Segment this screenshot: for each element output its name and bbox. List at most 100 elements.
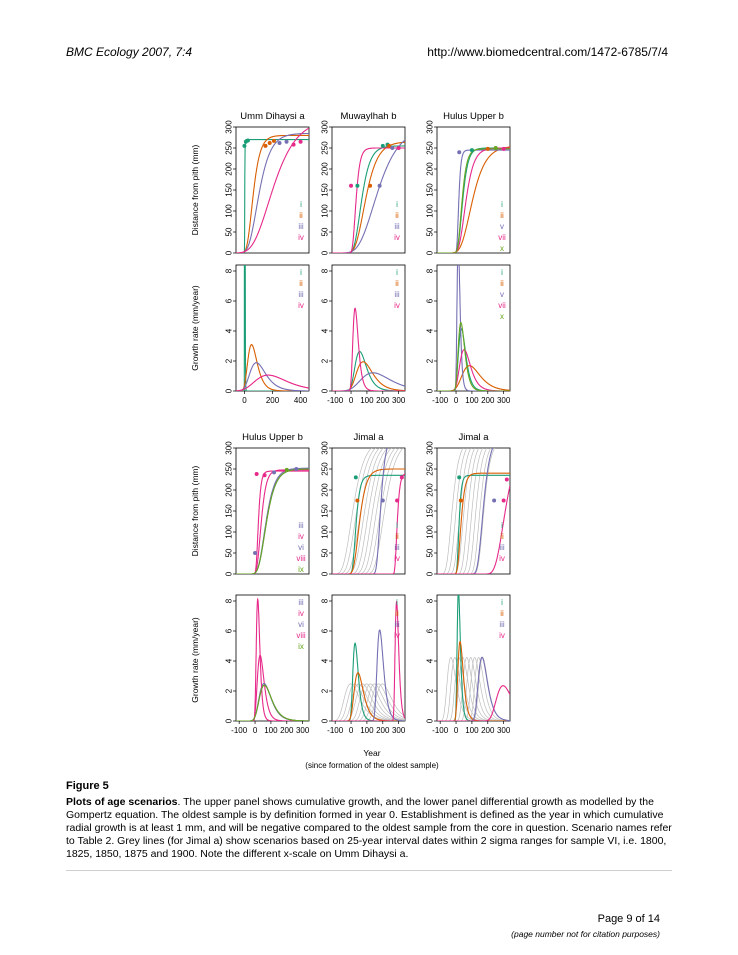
legend-iv: iv [394, 301, 400, 310]
series-i-line [332, 351, 405, 391]
y-tick-label: 250 [225, 141, 234, 155]
y-tick-label: 0 [225, 388, 234, 393]
x-tick-label: 200 [481, 726, 495, 735]
y-axis-label-rate: Growth rate (mm/year) [190, 285, 200, 371]
sample-point [457, 150, 462, 155]
series-iv-line [437, 685, 510, 721]
sample-point [277, 140, 282, 145]
y-tick-label: 200 [321, 162, 330, 176]
x-tick-label: 0 [349, 726, 354, 735]
sample-point [368, 183, 373, 188]
plot-area [236, 127, 309, 253]
sample-point [501, 146, 506, 151]
legend-vii: vii [498, 233, 506, 242]
series-ii-line [332, 361, 405, 391]
sample-point [262, 473, 267, 478]
legend-vii: vii [498, 301, 506, 310]
grey-scenario-line [437, 656, 510, 721]
y-tick-label: 6 [225, 298, 234, 303]
y-tick-label: 8 [225, 268, 234, 273]
sample-point [396, 146, 401, 150]
panel-title: Jimal a [353, 432, 384, 443]
sample-point [399, 475, 404, 480]
x-axis-sublabel: (since formation of the oldest sample) [305, 761, 439, 770]
y-tick-label: 4 [426, 658, 435, 663]
sample-point [380, 498, 385, 503]
legend-iii: iii [394, 222, 400, 231]
journal-citation: BMC Ecology 2007, 7:4 [66, 45, 193, 59]
sample-point [380, 143, 385, 148]
legend-iii: iii [298, 598, 304, 607]
grey-scenario-line [332, 448, 388, 574]
plot-frame [436, 264, 511, 392]
panel-title: Hulus Upper b [443, 111, 504, 122]
y-tick-label: 0 [321, 250, 330, 255]
panel-title: Jimal a [458, 432, 489, 443]
series-iv-line [437, 485, 510, 574]
sample-point [469, 148, 474, 153]
y-tick-label: 2 [426, 358, 435, 363]
y-tick-label: 0 [426, 571, 435, 576]
legend-ii: ii [500, 609, 504, 618]
y-tick-label: 4 [225, 658, 234, 663]
x-tick-label: 300 [497, 726, 511, 735]
grey-scenario-line [437, 448, 480, 574]
legend-iv: iv [298, 609, 304, 618]
x-tick-label: 100 [465, 396, 479, 405]
plot-area [236, 467, 309, 574]
x-tick-label: 0 [253, 726, 258, 735]
legend-i: i [501, 268, 503, 277]
sample-point [485, 146, 490, 151]
sample-point [294, 467, 299, 471]
sample-point [355, 183, 360, 188]
sample-point [353, 475, 358, 480]
y-tick-label: 0 [225, 718, 234, 723]
x-tick-label: 200 [266, 396, 280, 405]
series-iv-line [236, 127, 309, 253]
x-tick-label: 200 [376, 726, 390, 735]
plot-area [332, 599, 405, 721]
sample-point [501, 498, 506, 503]
series-iii-line [437, 656, 510, 721]
legend-iv: iv [394, 554, 400, 563]
grey-scenario-line [332, 448, 396, 574]
series-iii-line [236, 132, 309, 253]
legend-iv: iv [298, 233, 304, 242]
sample-point [390, 146, 395, 150]
caption-text: . The upper panel shows cumulative growt… [66, 796, 672, 860]
legend-ii: ii [395, 532, 399, 541]
article-url[interactable]: http://www.biomedcentral.com/1472-6785/7… [427, 45, 668, 59]
y-tick-label: 0 [321, 718, 330, 723]
y-tick-label: 0 [225, 571, 234, 576]
y-tick-label: 300 [225, 441, 234, 455]
legend-iv: iv [298, 532, 304, 541]
legend-iii: iii [394, 543, 400, 552]
y-tick-label: 200 [225, 162, 234, 176]
caption-title: Plots of age scenarios [66, 796, 178, 808]
legend-ii: ii [299, 211, 303, 220]
x-tick-label: 200 [481, 396, 495, 405]
sample-point [395, 498, 400, 503]
legend-i: i [300, 268, 302, 277]
figure-number: Figure 5 [66, 780, 109, 792]
grey-scenario-line [437, 448, 492, 574]
legend-ii: ii [395, 279, 399, 288]
y-tick-label: 4 [426, 328, 435, 333]
legend-iv: iv [499, 554, 505, 563]
sample-point [387, 143, 392, 148]
legend-i: i [396, 268, 398, 277]
y-tick-label: 0 [321, 571, 330, 576]
y-tick-label: 100 [426, 525, 435, 539]
legend-iv: iv [394, 631, 400, 640]
legend-i: i [501, 598, 503, 607]
sample-point [253, 551, 258, 555]
legend-ix: ix [298, 642, 304, 651]
y-tick-label: 2 [225, 688, 234, 693]
x-tick-label: 300 [392, 396, 406, 405]
